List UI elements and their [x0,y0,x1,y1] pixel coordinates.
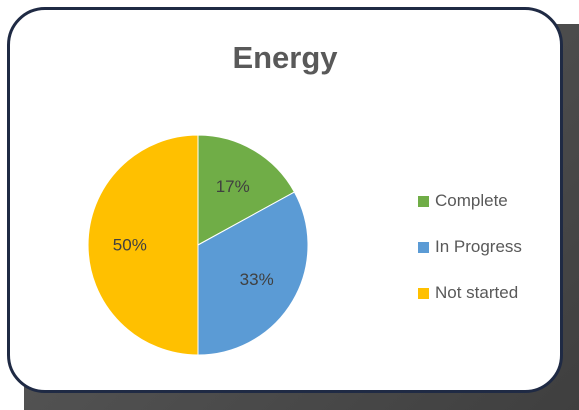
legend-label: Complete [435,191,508,210]
chart-title: Energy [232,40,338,75]
legend-swatch [418,195,429,207]
pie-slice-in-progress [197,191,309,356]
data-label-complete: 17% [216,177,250,196]
legend-item-in-progress: In Progress [418,236,522,258]
legend-swatch [418,287,429,299]
legend-label: Not started [435,283,519,302]
legend: Complete In Progress Not started [418,190,522,328]
legend-item-complete: Complete [418,190,522,212]
legend-label: In Progress [435,237,522,256]
pie-slice-not-started [87,134,199,356]
legend-item-not-started: Not started [418,282,522,304]
data-label-not-started: 50% [113,236,147,255]
data-label-in-progress: 33% [240,270,274,289]
legend-swatch [418,241,429,253]
pie-slice-complete [197,134,296,246]
